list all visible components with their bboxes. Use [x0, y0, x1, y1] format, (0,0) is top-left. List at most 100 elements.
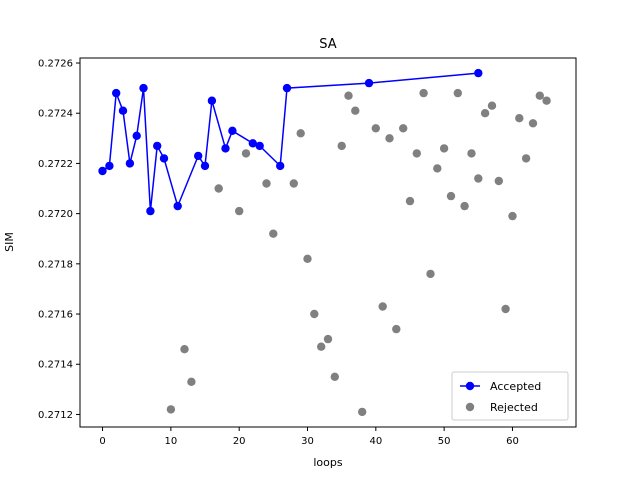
data-point-rejected: [214, 184, 223, 193]
y-tick-label: 0.2726: [38, 59, 73, 70]
y-tick-label: 0.2724: [38, 109, 73, 120]
data-point-rejected: [542, 96, 551, 105]
data-point-accepted: [125, 159, 135, 168]
data-point-accepted: [248, 139, 257, 148]
data-point-rejected: [303, 254, 312, 263]
legend-box: [451, 371, 569, 421]
x-tick-label: 0: [99, 436, 105, 447]
data-point-rejected: [487, 101, 497, 110]
data-point-rejected: [419, 88, 428, 98]
data-point-rejected: [480, 109, 490, 118]
data-point-rejected: [180, 345, 189, 354]
data-point-rejected: [460, 201, 469, 211]
data-point-rejected: [467, 149, 476, 158]
data-point-rejected: [508, 211, 517, 221]
data-point-accepted: [207, 96, 217, 105]
data-point-rejected: [405, 196, 415, 206]
data-point-rejected: [351, 106, 360, 115]
data-point-rejected: [166, 405, 176, 414]
series-rejected: [166, 88, 551, 417]
data-point-rejected: [378, 302, 387, 311]
legend-accepted-marker: [465, 381, 475, 391]
data-point-rejected: [392, 324, 401, 334]
data-point-rejected: [241, 149, 251, 158]
legend-rejected-label: Rejected: [490, 401, 538, 414]
data-point-accepted: [132, 131, 141, 140]
data-point-accepted: [153, 141, 162, 151]
data-point-rejected: [439, 144, 449, 153]
data-point-accepted: [98, 166, 107, 176]
data-point-rejected: [330, 372, 339, 381]
data-point-rejected: [317, 342, 326, 351]
data-point-accepted: [105, 161, 114, 171]
plot-area: [79, 57, 577, 428]
data-point-rejected: [399, 124, 408, 133]
data-point-accepted: [474, 68, 483, 78]
data-point-accepted: [112, 88, 121, 98]
data-point-rejected: [344, 91, 353, 100]
y-tick-label: 0.2722: [38, 159, 73, 170]
data-point-rejected: [235, 206, 244, 216]
legend-rejected-marker: [465, 402, 475, 412]
data-point-accepted: [221, 144, 230, 153]
data-point-accepted: [200, 161, 210, 171]
data-point-accepted: [364, 78, 374, 88]
data-point-rejected: [358, 407, 367, 417]
data-point-accepted: [159, 154, 169, 163]
chart-title: SA: [319, 37, 336, 52]
x-tick-label: 30: [301, 436, 314, 447]
data-point-rejected: [337, 141, 346, 151]
x-tick-label: 60: [506, 436, 519, 447]
data-point-rejected: [494, 176, 503, 186]
x-axis: 0 10 20 30 40 50 60: [99, 427, 519, 447]
data-point-accepted: [146, 206, 155, 216]
series-accepted: [98, 68, 483, 216]
y-tick-label: 0.2720: [38, 209, 73, 220]
data-point-rejected: [385, 134, 394, 143]
data-point-accepted: [228, 126, 237, 135]
data-point-accepted: [194, 151, 203, 161]
data-point-accepted: [173, 201, 182, 211]
data-point-rejected: [474, 174, 483, 183]
data-point-accepted: [255, 141, 264, 151]
y-tick-label: 0.2714: [38, 360, 73, 371]
x-tick-label: 40: [369, 436, 382, 447]
y-tick-label: 0.2712: [38, 410, 73, 421]
y-tick-label: 0.2718: [38, 259, 73, 270]
y-axis-title: SIM: [3, 232, 16, 252]
y-tick-label: 0.2716: [38, 310, 73, 321]
x-tick-label: 50: [438, 436, 451, 447]
series-line-accepted: [102, 72, 479, 212]
data-point-rejected: [453, 88, 462, 98]
x-tick-label: 10: [164, 436, 177, 447]
data-point-rejected: [433, 164, 442, 173]
data-point-rejected: [412, 149, 421, 158]
plot-frame: [79, 57, 577, 428]
data-point-rejected: [296, 129, 305, 138]
data-point-rejected: [528, 119, 538, 128]
data-point-rejected: [426, 269, 435, 279]
data-point-rejected: [515, 114, 524, 123]
data-point-accepted: [282, 83, 292, 93]
data-point-rejected: [521, 154, 531, 163]
data-point-rejected: [371, 124, 380, 133]
data-point-rejected: [269, 229, 278, 238]
series-layer: [98, 68, 551, 417]
data-point-rejected: [289, 179, 298, 188]
data-point-rejected: [323, 334, 333, 344]
x-tick-label: 20: [233, 436, 246, 447]
legend-accepted-label: Accepted: [490, 380, 541, 393]
legend: Accepted Rejected: [451, 371, 569, 421]
data-point-rejected: [446, 191, 456, 201]
data-point-rejected: [262, 179, 271, 188]
y-axis: 0.2712 0.2714 0.2716 0.2718 0.2720 0.2722 0.27…: [38, 59, 80, 421]
x-axis-title: loops: [313, 456, 342, 469]
data-point-rejected: [501, 304, 510, 314]
data-point-accepted: [118, 106, 128, 115]
data-point-accepted: [139, 83, 148, 93]
data-point-rejected: [310, 309, 319, 319]
data-point-rejected: [187, 377, 196, 386]
data-point-rejected: [535, 91, 544, 100]
data-point-accepted: [276, 161, 285, 171]
